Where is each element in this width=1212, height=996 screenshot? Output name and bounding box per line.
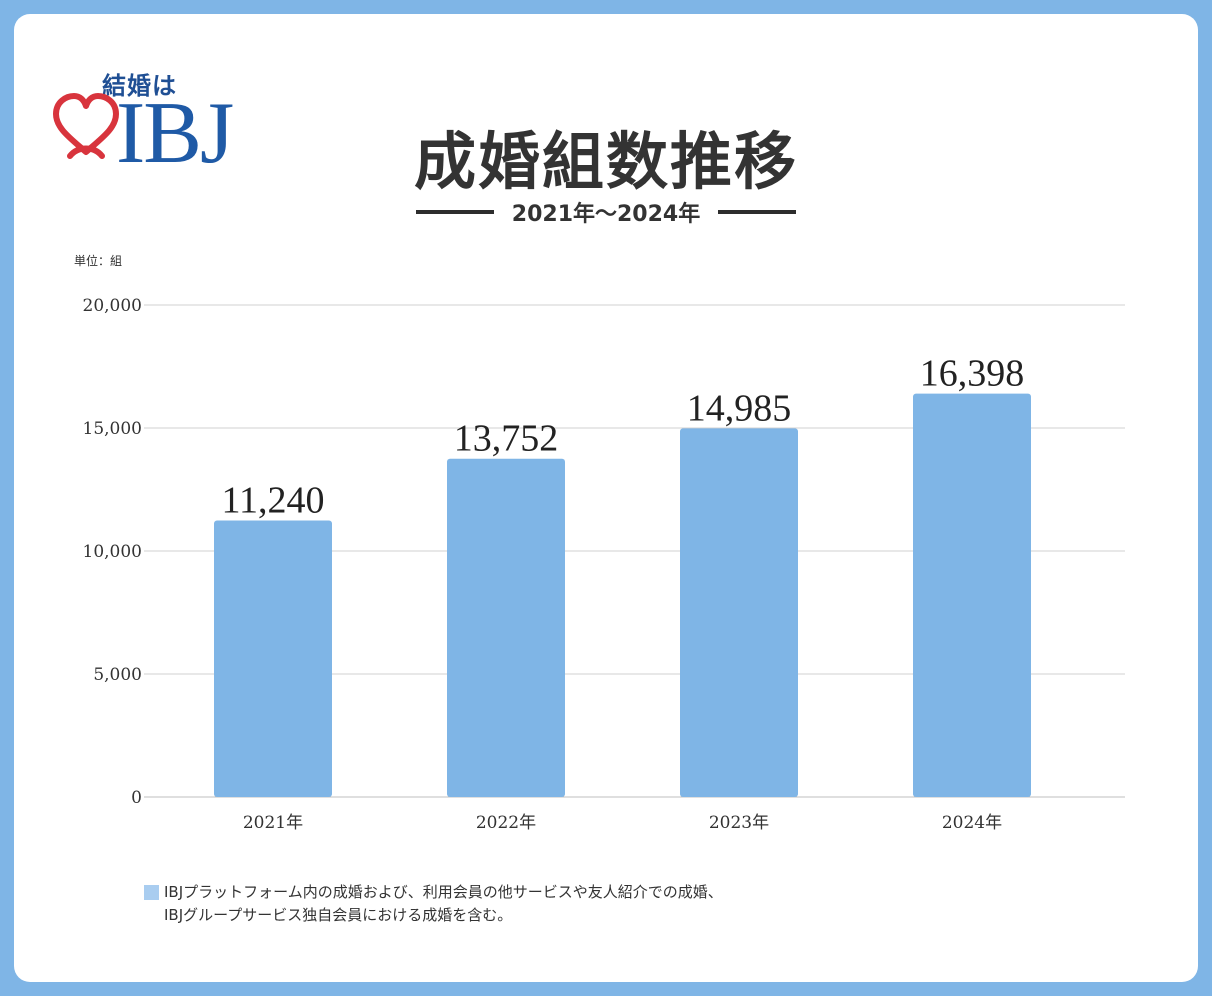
data-label: 14,985: [687, 387, 792, 429]
note-swatch: [144, 885, 159, 900]
x-tick-label: 2023年: [709, 813, 769, 833]
x-tick-label: 2022年: [476, 813, 536, 833]
bar: [214, 520, 332, 797]
subtitle-row: 2021年〜2024年: [14, 196, 1198, 228]
y-tick-label: 5,000: [93, 665, 142, 685]
bar: [680, 428, 798, 797]
bar-chart: 0 5,000 10,000 15,000 20,000 11,240 2021年 13,75…: [83, 296, 1125, 833]
note-text: IBJプラットフォーム内の成婚および、利用会員の他サービスや友人紹介での成婚、 …: [164, 881, 723, 927]
logo-tagline: 結婚は: [102, 71, 177, 100]
logo-mark: IBJ: [116, 85, 234, 182]
data-label: 16,398: [920, 353, 1025, 395]
y-tick-label: 15,000: [83, 419, 142, 439]
heart-icon: [53, 93, 119, 159]
y-tick-label: 0: [131, 788, 142, 808]
y-tick-label: 20,000: [83, 296, 142, 316]
y-tick-label: 10,000: [83, 542, 142, 562]
chart-card: 結婚は IBJ 成婚組数推移 2021年〜2024年 単位：組 0 5,000 10…: [14, 14, 1198, 982]
bar: [913, 393, 1031, 797]
x-tick-label: 2021年: [243, 813, 303, 833]
data-label: 13,752: [454, 418, 559, 460]
note-line-1: IBJプラットフォーム内の成婚および、利用会員の他サービスや友人紹介での成婚、: [164, 883, 723, 901]
page-title: 成婚組数推移: [413, 125, 798, 198]
bar: [447, 458, 565, 797]
data-label: 11,240: [221, 479, 324, 521]
note-line-2: IBJグループサービス独自会員における成婚を含む。: [164, 906, 513, 924]
subtitle: 2021年〜2024年: [511, 202, 701, 227]
x-tick-label: 2024年: [942, 813, 1002, 833]
unit-label: 単位：組: [74, 254, 123, 268]
subtitle-line-right: [718, 210, 797, 214]
subtitle-line-left: [415, 210, 494, 214]
